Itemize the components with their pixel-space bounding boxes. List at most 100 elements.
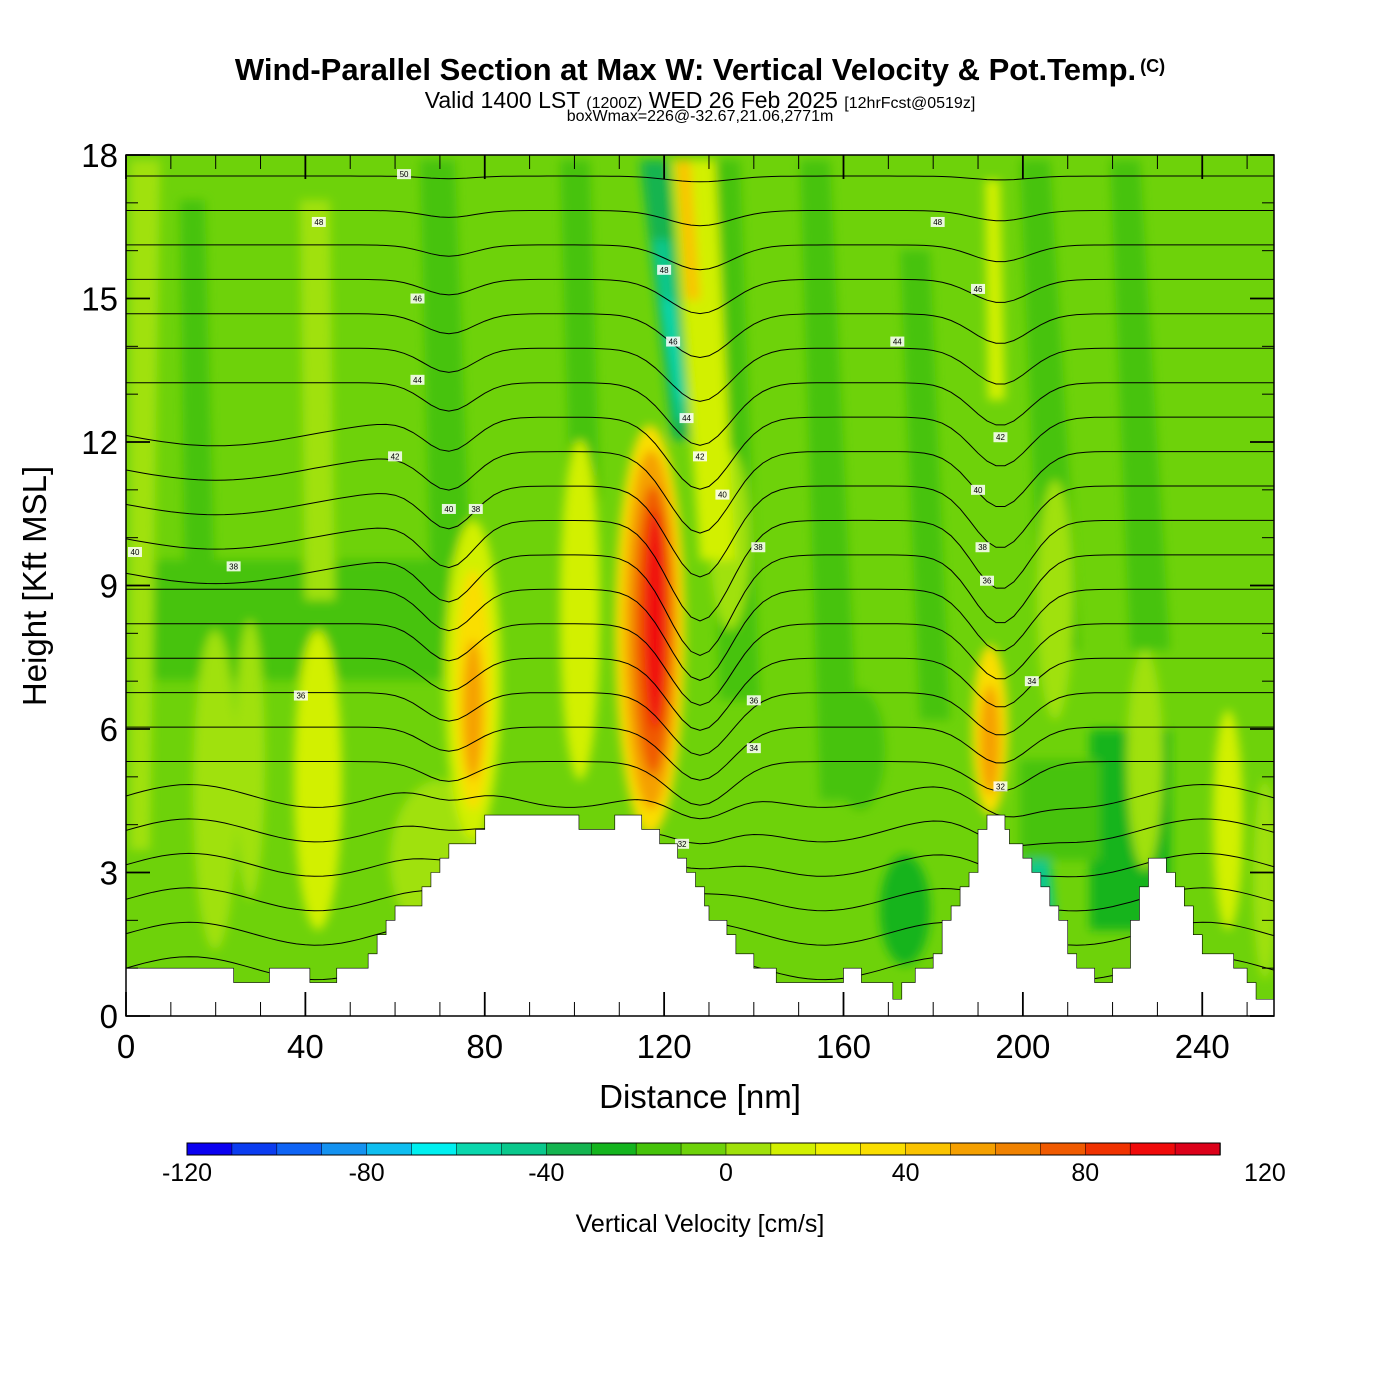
contour-label: 48 — [657, 264, 672, 275]
contour-label: 38 — [751, 542, 766, 553]
contour-label: 38 — [975, 542, 990, 553]
contour-label: 44 — [410, 374, 425, 385]
contour-label-group: 50 48 46 44 42 40 38 40 38 36 48 46 44 42 40 38 36 34 32 48… — [127, 169, 1039, 849]
contour-label: 40 — [971, 484, 986, 495]
colorbar-tick-label: 120 — [1244, 1159, 1286, 1187]
theta-contour — [126, 451, 1274, 534]
field-band — [985, 180, 1005, 400]
colorbar-swatch — [725, 1142, 772, 1156]
downdraft-streak — [662, 300, 686, 400]
contour-label: 42 — [693, 451, 707, 462]
contour-label: 46 — [410, 293, 425, 304]
contour-label: 42 — [388, 451, 403, 462]
theta-contour — [126, 852, 1274, 878]
y-tick-label: 18 — [81, 137, 118, 174]
x-tick-label: 240 — [1175, 1028, 1230, 1065]
theta-contour — [126, 692, 1274, 756]
title-mark: (C) — [1140, 56, 1166, 76]
colorbar-label: Vertical Velocity [cm/s] — [576, 1210, 825, 1238]
contour-label-text: 44 — [413, 376, 422, 385]
contour-label: 36 — [293, 690, 308, 701]
theta-contour — [126, 761, 1274, 806]
colorbar-swatch — [546, 1142, 592, 1156]
colorbar-swatch — [1085, 1142, 1131, 1156]
contour-label-text: 38 — [471, 505, 480, 514]
y-tick-label: 15 — [81, 281, 118, 318]
colorbar-swatch — [411, 1142, 458, 1156]
contour-label-text: 42 — [996, 433, 1005, 442]
colorbar-tick-label: 80 — [1071, 1159, 1099, 1187]
theta-contour — [126, 382, 1274, 446]
field-band — [294, 630, 342, 930]
colorbar-swatch — [680, 1142, 727, 1156]
contour-label-text: 36 — [296, 692, 305, 701]
y-tick-label: 12 — [81, 424, 118, 461]
field-band — [130, 160, 160, 850]
field-band — [1213, 710, 1243, 930]
contour-label-text: 44 — [682, 414, 691, 423]
x-axis-label: Distance [nm] — [599, 1078, 801, 1115]
theta-contour — [126, 554, 1274, 656]
chart-title: Wind-Parallel Section at Max W: Vertical… — [234, 52, 1166, 87]
contour-label-text: 46 — [413, 295, 422, 304]
contour-label: 48 — [311, 216, 326, 227]
contour-label-text: 46 — [669, 338, 678, 347]
theta-contour — [126, 485, 1274, 578]
contour-label: 38 — [468, 503, 483, 514]
colorbar-swatch — [501, 1142, 548, 1156]
updraft-core — [644, 510, 666, 730]
x-tick-label: 40 — [287, 1028, 324, 1065]
theta-contour — [126, 623, 1274, 706]
y-tick-label: 9 — [100, 568, 118, 605]
contour-label: 34 — [1024, 676, 1039, 687]
field-band — [1253, 780, 1274, 980]
colorbar: -120 -80 -40 0 40 80 120 — [162, 1142, 1286, 1187]
colorbar-tick-label: 40 — [892, 1159, 920, 1187]
contour-label-text: 38 — [229, 562, 238, 571]
contour-label: 36 — [980, 575, 994, 586]
field-band — [1127, 650, 1163, 870]
contour-label: 42 — [993, 432, 1008, 443]
colorbar-swatch — [186, 1142, 233, 1156]
colorbar-swatch — [995, 1142, 1042, 1156]
theta-contour — [126, 783, 1274, 820]
contour-label: 44 — [679, 413, 694, 424]
theta-contour — [126, 519, 1274, 622]
contour-label: 48 — [930, 216, 945, 227]
contour-label: 40 — [715, 489, 730, 500]
colorbar-frame — [186, 1142, 1221, 1156]
theta-contour — [126, 588, 1274, 681]
field-band — [235, 620, 265, 900]
contour-label: 36 — [746, 695, 761, 706]
contour-label: 32 — [993, 781, 1008, 792]
theta-contour — [126, 278, 1274, 315]
colorbar-swatch — [635, 1142, 682, 1156]
contour-label-text: 44 — [893, 338, 902, 347]
theta-contour — [126, 726, 1274, 781]
field-band — [193, 630, 237, 950]
colorbar-swatch — [860, 1142, 907, 1156]
x-tick-label: 160 — [816, 1028, 871, 1065]
field-band — [180, 200, 215, 600]
contour-label-text: 36 — [983, 577, 992, 586]
colorbar-swatch — [905, 1142, 952, 1156]
contour-label-text: 40 — [444, 505, 453, 514]
colorbar-swatch — [590, 1142, 637, 1156]
y-tick-label: 3 — [100, 855, 118, 892]
contour-label-text: 46 — [974, 285, 983, 294]
colorbar-swatch — [1174, 1142, 1221, 1156]
contour-label: 40 — [441, 503, 456, 514]
chart-subtitle: Valid 1400 LST (1200Z) WED 26 Feb 2025 [… — [424, 87, 976, 113]
x-tick-label: 120 — [637, 1028, 692, 1065]
x-tick-label: 0 — [117, 1028, 135, 1065]
colorbar-swatch — [366, 1142, 413, 1156]
colorbar-tick-label: -40 — [528, 1159, 564, 1187]
colorbar-tick-label: 0 — [719, 1159, 733, 1187]
updraft-column — [463, 640, 483, 780]
contour-label: 38 — [226, 561, 241, 572]
contour-label-text: 32 — [996, 782, 1005, 791]
theta-contour — [126, 244, 1274, 271]
theta-contour — [126, 657, 1274, 731]
